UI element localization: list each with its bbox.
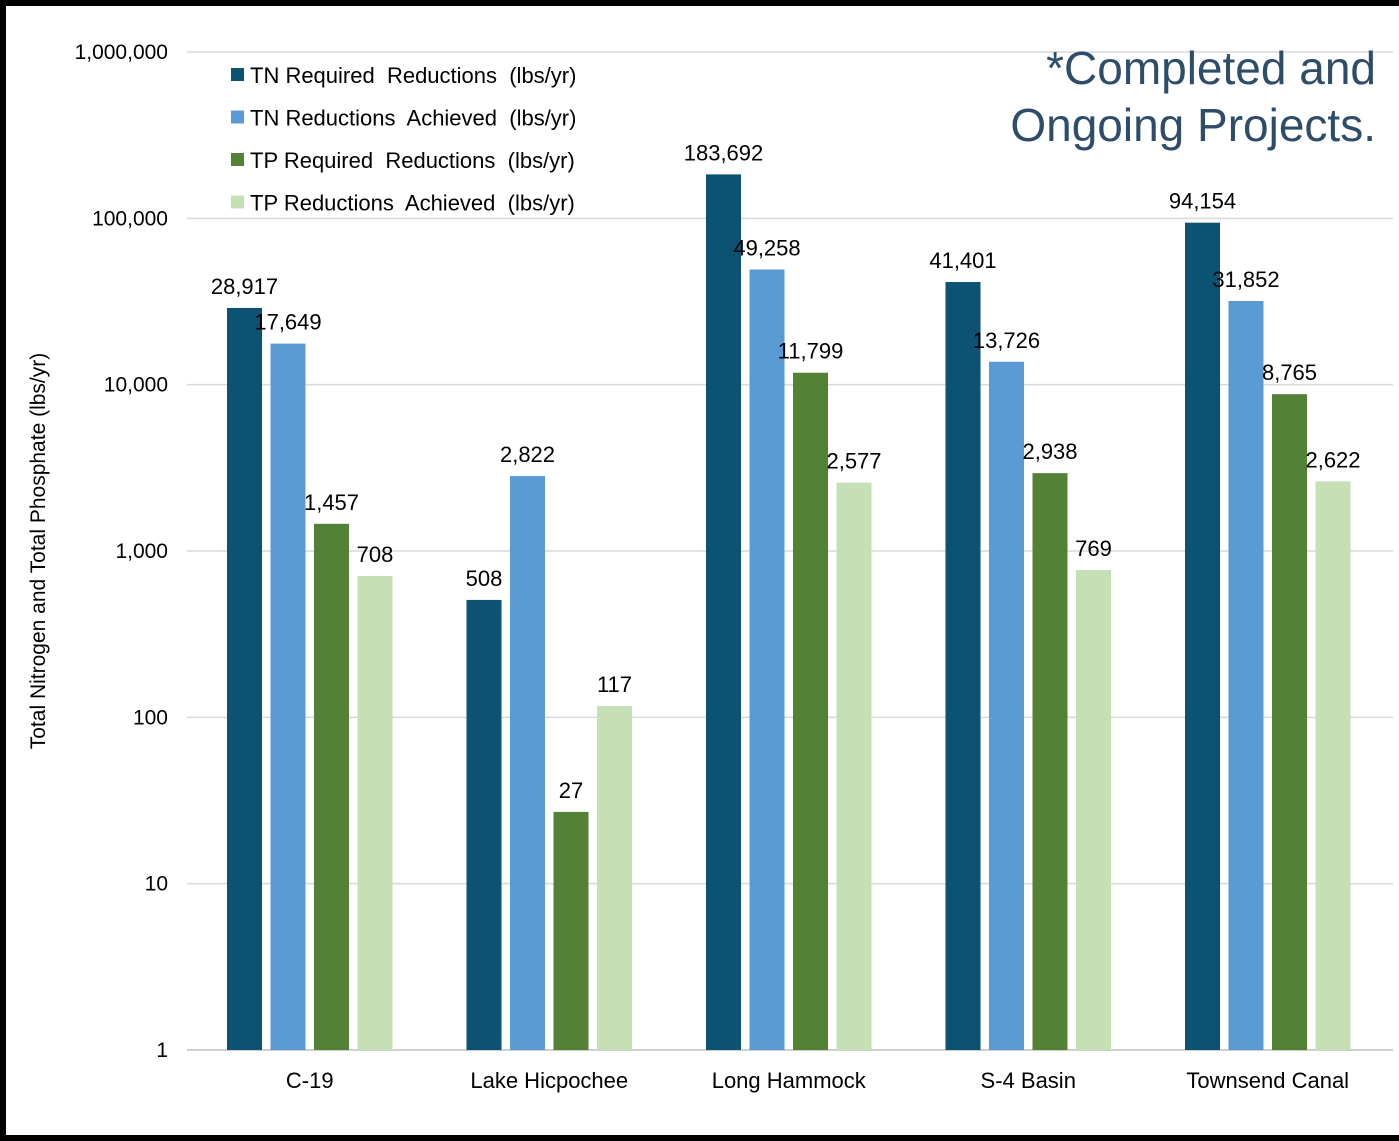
x-axis-categories: C-19 Lake Hicpochee Long Hammock S-4 Basin T… (286, 1068, 1349, 1093)
bar (945, 282, 981, 1050)
legend: TN Required Reductions (lbs/yr) TN Reduct… (231, 63, 576, 216)
legend-label: TP Reductions Achieved (lbs/yr) (250, 191, 575, 216)
data-label: 2,622 (1305, 447, 1360, 472)
data-label: 11,799 (778, 339, 844, 364)
bar (227, 307, 262, 1050)
data-label: 2,938 (1022, 439, 1077, 464)
bar (314, 523, 349, 1050)
data-label: 2,822 (500, 442, 555, 467)
y-tick-label: 1 (156, 1039, 168, 1062)
data-label: 27 (559, 778, 583, 803)
bar (793, 372, 828, 1050)
y-tick-label: 1,000 (115, 540, 168, 563)
legend-swatch (231, 153, 244, 166)
bar (1315, 481, 1351, 1050)
bar (553, 811, 589, 1050)
y-axis-title: Total Nitrogen and Total Phosphate (lbs/… (27, 353, 50, 750)
y-tick-label: 1,000,000 (75, 41, 168, 64)
data-label: 2,577 (826, 449, 881, 474)
x-category-label: Townsend Canal (1186, 1068, 1349, 1093)
data-label: 94,154 (1169, 189, 1236, 214)
annotation-line-2: Ongoing Projects. (1010, 99, 1376, 151)
x-category-label: S-4 Basin (981, 1068, 1076, 1093)
legend-label: TN Reductions Achieved (lbs/yr) (250, 106, 576, 131)
bar (1228, 300, 1264, 1050)
x-category-label: Long Hammock (712, 1068, 867, 1093)
legend-swatch (231, 68, 244, 81)
bar (510, 476, 545, 1050)
data-label: 183,692 (684, 140, 764, 165)
data-label: 41,401 (929, 248, 996, 273)
data-label: 31,852 (1212, 267, 1279, 292)
y-tick-label: 10 (145, 873, 168, 896)
bar (1272, 394, 1307, 1050)
data-labels: 28,917 17,649 1,457 708 508 2,822 27 117 183,692… (211, 140, 1361, 803)
bar (989, 361, 1024, 1050)
data-label: 769 (1075, 536, 1112, 561)
y-tick-label: 100 (133, 706, 168, 729)
data-label: 17,649 (254, 310, 321, 335)
data-label: 708 (357, 542, 394, 567)
bar (357, 575, 393, 1050)
data-label: 28,917 (211, 274, 278, 299)
data-label: 1,457 (304, 490, 359, 515)
legend-swatch (231, 195, 244, 209)
bar (597, 705, 632, 1050)
bar-chart: 28,917 17,649 1,457 708 508 2,822 27 117 183,692… (27, 41, 1393, 1093)
x-category-label: C-19 (286, 1068, 334, 1093)
bar (1076, 569, 1111, 1050)
bar (466, 599, 502, 1050)
data-label: 49,258 (733, 235, 800, 260)
bars (227, 174, 1351, 1051)
data-label: 8,765 (1262, 360, 1317, 385)
bar (1185, 222, 1220, 1050)
x-category-label: Lake Hicpochee (470, 1068, 628, 1093)
bar (836, 482, 872, 1050)
y-tick-label: 100,000 (92, 207, 168, 230)
bar (270, 343, 306, 1050)
data-label: 508 (466, 566, 503, 591)
data-label: 117 (597, 672, 632, 697)
y-tick-label: 10,000 (104, 374, 168, 397)
bar (749, 269, 785, 1050)
legend-label: TN Required Reductions (lbs/yr) (250, 63, 576, 88)
legend-swatch (231, 110, 244, 124)
annotation-line-1: *Completed and (1046, 42, 1376, 94)
y-axis-ticks: 1 10 100 1,000 10,000 100,000 1,000,000 (75, 41, 168, 1062)
legend-label: TP Required Reductions (lbs/yr) (250, 148, 575, 173)
bar (706, 174, 741, 1051)
bar (1032, 473, 1068, 1050)
data-label: 13,726 (973, 328, 1040, 353)
